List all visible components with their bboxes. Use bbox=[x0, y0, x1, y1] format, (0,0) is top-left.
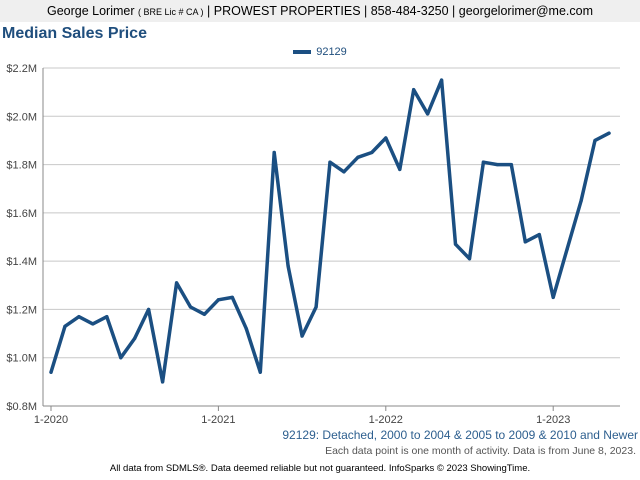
x-tick-label: 1-2020 bbox=[34, 414, 68, 426]
y-tick-label: $1.8M bbox=[6, 160, 37, 172]
header-bar: George Lorimer ( BRE Lic # CA ) | PROWES… bbox=[0, 0, 640, 22]
chart-subtitle: 92129: Detached, 2000 to 2004 & 2005 to … bbox=[282, 428, 638, 442]
data-point bbox=[272, 150, 276, 155]
data-point bbox=[314, 305, 318, 309]
y-tick-label: $0.8M bbox=[6, 401, 37, 413]
data-point bbox=[467, 257, 472, 261]
data-point bbox=[551, 295, 555, 299]
legend-swatch bbox=[293, 50, 312, 55]
data-point bbox=[188, 305, 193, 309]
data-point bbox=[412, 88, 416, 92]
data-point bbox=[230, 295, 234, 299]
y-tick-label: $1.4M bbox=[6, 256, 37, 268]
x-tick-label: 1-2023 bbox=[536, 414, 570, 426]
data-point bbox=[398, 167, 402, 171]
y-tick-label: $1.0M bbox=[6, 353, 37, 365]
data-point bbox=[328, 160, 332, 164]
data-point bbox=[579, 199, 583, 203]
legend: 92129 bbox=[0, 46, 640, 58]
data-point bbox=[565, 247, 569, 251]
data-point bbox=[147, 307, 151, 312]
data-point bbox=[49, 370, 53, 374]
data-point bbox=[537, 232, 541, 237]
data-point bbox=[63, 324, 67, 328]
y-tick-label: $2.0M bbox=[6, 111, 37, 123]
data-point bbox=[119, 356, 123, 360]
data-point bbox=[481, 160, 486, 164]
data-point bbox=[356, 155, 360, 159]
license-text: ( BRE Lic # CA ) bbox=[138, 7, 204, 17]
contact-info: | PROWEST PROPERTIES | 858-484-3250 | ge… bbox=[207, 4, 594, 18]
footer-disclaimer: All data from SDMLS®. Data deemed reliab… bbox=[109, 463, 531, 474]
data-point bbox=[300, 334, 304, 338]
data-point bbox=[202, 312, 207, 316]
x-tick-label: 1-2022 bbox=[369, 414, 403, 426]
data-point bbox=[161, 380, 165, 384]
data-point bbox=[105, 315, 109, 319]
data-point bbox=[453, 242, 458, 246]
data-point bbox=[342, 170, 346, 174]
data-point bbox=[286, 264, 290, 268]
data-point bbox=[258, 370, 262, 374]
data-point bbox=[370, 150, 374, 155]
data-point bbox=[523, 240, 527, 244]
agent-name: George Lorimer bbox=[46, 4, 135, 18]
data-point bbox=[91, 322, 95, 326]
legend-label: 92129 bbox=[316, 46, 347, 58]
data-point bbox=[495, 162, 499, 167]
x-tick-label: 1-2021 bbox=[201, 414, 235, 426]
y-tick-label: $1.6M bbox=[6, 208, 37, 220]
data-point bbox=[607, 131, 611, 135]
data-point bbox=[174, 281, 179, 285]
data-point bbox=[593, 138, 597, 143]
data-note: Each data point is one month of activity… bbox=[325, 445, 636, 457]
data-point bbox=[133, 336, 137, 340]
data-point bbox=[426, 112, 430, 116]
y-tick-label: $1.2M bbox=[6, 304, 37, 316]
data-point bbox=[244, 327, 248, 331]
data-point bbox=[384, 136, 388, 140]
series-line-92129 bbox=[49, 78, 611, 384]
y-tick-label: $2.2M bbox=[6, 63, 37, 75]
data-point bbox=[440, 78, 444, 82]
data-point bbox=[509, 162, 513, 167]
data-point bbox=[77, 315, 81, 319]
chart-title: Median Sales Price bbox=[2, 25, 147, 42]
data-point bbox=[216, 298, 220, 302]
